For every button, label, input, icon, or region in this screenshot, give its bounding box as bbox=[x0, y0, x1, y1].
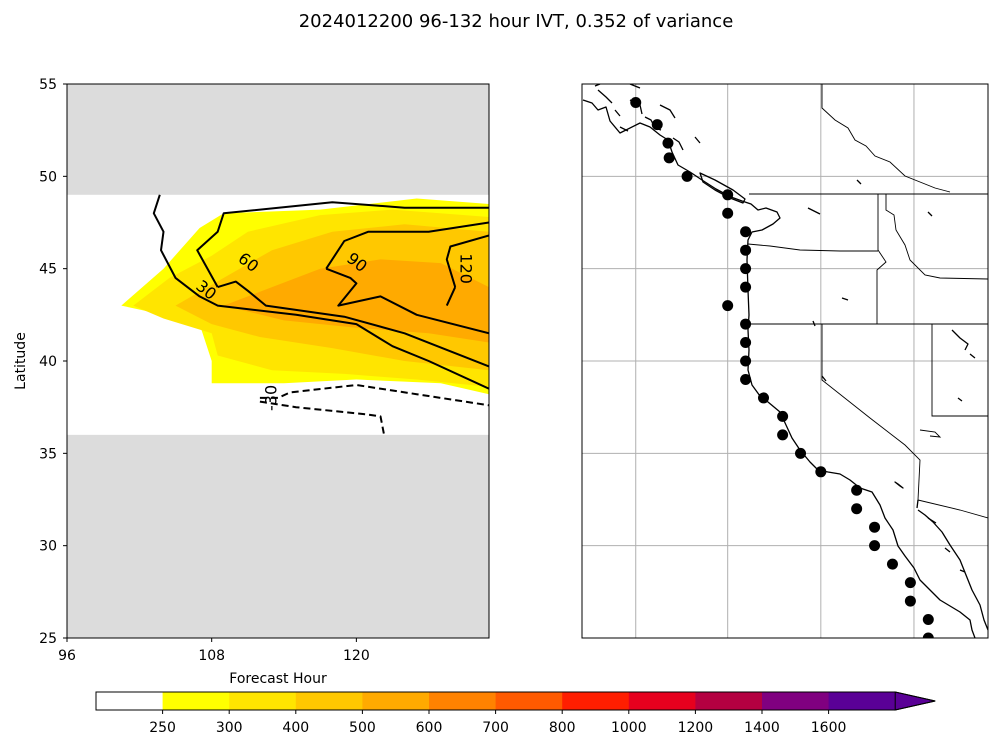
lakes-interior bbox=[807, 179, 976, 402]
colorbar: 250 300 400 500 600 700 800 1000 1200 1400 1600 bbox=[95, 691, 936, 736]
station-point bbox=[904, 577, 916, 589]
y-tick-label: 35 bbox=[39, 446, 57, 462]
contour-line-90-4 bbox=[325, 267, 489, 335]
y-tick-label: 25 bbox=[39, 631, 57, 647]
station-point bbox=[886, 558, 898, 570]
station-point bbox=[740, 373, 752, 385]
colorbar-tick-label: 700 bbox=[482, 720, 509, 736]
contour-label: -30 bbox=[262, 385, 281, 411]
station-point bbox=[740, 263, 752, 275]
contour-line-60-1 bbox=[196, 201, 489, 288]
coastline-vancouver-island bbox=[699, 172, 746, 204]
contour-line-neg30-7 bbox=[259, 384, 489, 407]
border-us-mexico bbox=[917, 499, 988, 519]
border-nv-ca bbox=[821, 324, 921, 501]
station-point bbox=[740, 226, 752, 238]
station-point bbox=[722, 207, 734, 219]
right-panel bbox=[581, 83, 989, 639]
border-nv-ut bbox=[931, 324, 988, 417]
station-point bbox=[815, 466, 827, 478]
colorbar-cell bbox=[628, 692, 696, 710]
y-tick-label: 30 bbox=[39, 539, 57, 555]
contour-line-120-5 bbox=[445, 234, 489, 288]
x-tick-label: 120 bbox=[343, 648, 370, 664]
colorbar-cell bbox=[229, 692, 297, 710]
colorbar-cell bbox=[562, 692, 630, 710]
station-point bbox=[777, 429, 789, 441]
colorbar-tick-label: 400 bbox=[282, 720, 309, 736]
coastline bbox=[582, 84, 988, 638]
colorbar-cell bbox=[295, 692, 363, 710]
y-tick-label: 45 bbox=[39, 262, 57, 278]
y-tick-label: 40 bbox=[39, 354, 57, 370]
colorbar-tick-label: 500 bbox=[349, 720, 376, 736]
masked-region-north bbox=[67, 84, 489, 195]
colorbar-cell bbox=[429, 692, 497, 710]
border-canada-interior bbox=[821, 84, 951, 193]
colorbar-cell bbox=[762, 692, 830, 710]
y-tick-label: 55 bbox=[39, 77, 57, 93]
coastline-gulf bbox=[916, 499, 966, 573]
x-axis-label: Forecast Hour bbox=[229, 671, 327, 687]
station-point bbox=[869, 540, 881, 552]
contour-line-60-2 bbox=[217, 280, 489, 368]
station-point bbox=[851, 484, 863, 496]
contour-line-neg30-8 bbox=[259, 400, 386, 436]
borders bbox=[747, 84, 988, 519]
station-point bbox=[740, 355, 752, 367]
map-frame bbox=[581, 83, 989, 639]
contour-line-90-3 bbox=[325, 221, 489, 270]
station-point bbox=[740, 318, 752, 330]
station-point bbox=[630, 96, 642, 108]
station-point bbox=[740, 337, 752, 349]
station-point bbox=[740, 281, 752, 293]
colorbar-tick-label: 250 bbox=[149, 720, 176, 736]
colorbar-cell bbox=[495, 692, 563, 710]
y-tick-label: 50 bbox=[39, 169, 57, 185]
colorbar-tick-label: 1200 bbox=[678, 720, 714, 736]
colorbar-tick-label: 1000 bbox=[611, 720, 647, 736]
colorbar-cell bbox=[695, 692, 763, 710]
station-point bbox=[795, 447, 807, 459]
colorbar-tick-label: 1400 bbox=[744, 720, 780, 736]
border-wa-or bbox=[747, 243, 878, 252]
station-point bbox=[777, 410, 789, 422]
lake-salton bbox=[894, 481, 904, 489]
contour-line-30-0 bbox=[152, 194, 489, 390]
station-point bbox=[740, 244, 752, 256]
station-point bbox=[663, 152, 675, 164]
station-point bbox=[662, 137, 674, 149]
colorbar-tick-label: 300 bbox=[216, 720, 243, 736]
station-point bbox=[722, 189, 734, 201]
station-point bbox=[869, 521, 881, 533]
colorbar-tick-label: 600 bbox=[416, 720, 443, 736]
colorbar-cell bbox=[828, 692, 896, 710]
colorbar-cell bbox=[362, 692, 430, 710]
border-id-west bbox=[876, 194, 887, 324]
colorbar-cell bbox=[162, 692, 230, 710]
colorbar-tick-label: 800 bbox=[549, 720, 576, 736]
x-tick-label: 108 bbox=[198, 648, 225, 664]
station-point bbox=[681, 170, 693, 182]
station-point bbox=[922, 632, 934, 638]
masked-region-south bbox=[67, 434, 489, 638]
station-point bbox=[851, 503, 863, 515]
border-idaho-mt bbox=[885, 194, 988, 280]
colorbar-cell bbox=[96, 692, 164, 710]
figure-title: 2024012200 96-132 hour IVT, 0.352 of var… bbox=[299, 11, 734, 32]
border-az bbox=[919, 429, 942, 438]
station-point bbox=[904, 595, 916, 607]
station-point bbox=[922, 614, 934, 626]
y-axis-label: Latitude bbox=[13, 332, 29, 390]
contour-label: 120 bbox=[456, 253, 475, 284]
colorbar-extend-triangle bbox=[894, 691, 936, 711]
station-point bbox=[758, 392, 770, 404]
station-point bbox=[651, 119, 663, 131]
station-point bbox=[722, 300, 734, 312]
contour-line-120-6 bbox=[445, 286, 457, 307]
colorbar-tick-label: 1600 bbox=[811, 720, 847, 736]
x-tick-label: 96 bbox=[58, 648, 76, 664]
